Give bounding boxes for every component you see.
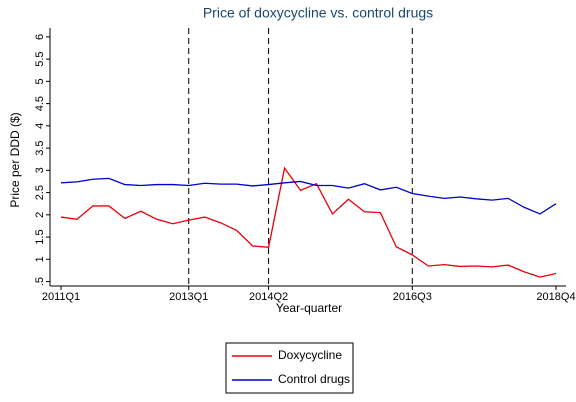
- x-tick-label: 2013Q1: [169, 291, 208, 303]
- legend-label: Control drugs: [278, 372, 350, 386]
- y-tick-label: 5: [34, 78, 46, 84]
- y-tick-label: 1: [34, 256, 46, 262]
- y-tick-label: 5.5: [34, 51, 46, 66]
- legend-label: Doxycycline: [278, 348, 342, 362]
- x-axis-label: Year-quarter: [276, 301, 342, 315]
- y-tick-label: 2.5: [34, 185, 46, 200]
- data-line: [60, 166, 557, 278]
- data-line: [60, 177, 557, 215]
- x-tick-label: 2011Q1: [42, 291, 80, 303]
- y-axis-label: Price per DDD ($): [8, 112, 22, 207]
- y-tick-label: 3: [34, 167, 46, 173]
- x-tick-label: 2018Q4: [536, 291, 575, 303]
- y-tick-label: 2: [34, 212, 46, 218]
- y-tick-label: 4: [34, 123, 46, 129]
- chart-title: Price of doxycycline vs. control drugs: [203, 5, 433, 21]
- legend-box: [225, 342, 354, 394]
- y-tick-label: 1.5: [34, 229, 46, 244]
- y-tick-label: .5: [34, 277, 46, 286]
- x-tick-label: 2016Q3: [393, 291, 432, 303]
- y-tick-label: 3.5: [34, 140, 46, 155]
- y-tick-label: 6: [34, 34, 46, 40]
- y-tick-label: 4.5: [34, 96, 46, 111]
- x-tick-label: 2014Q2: [249, 291, 288, 303]
